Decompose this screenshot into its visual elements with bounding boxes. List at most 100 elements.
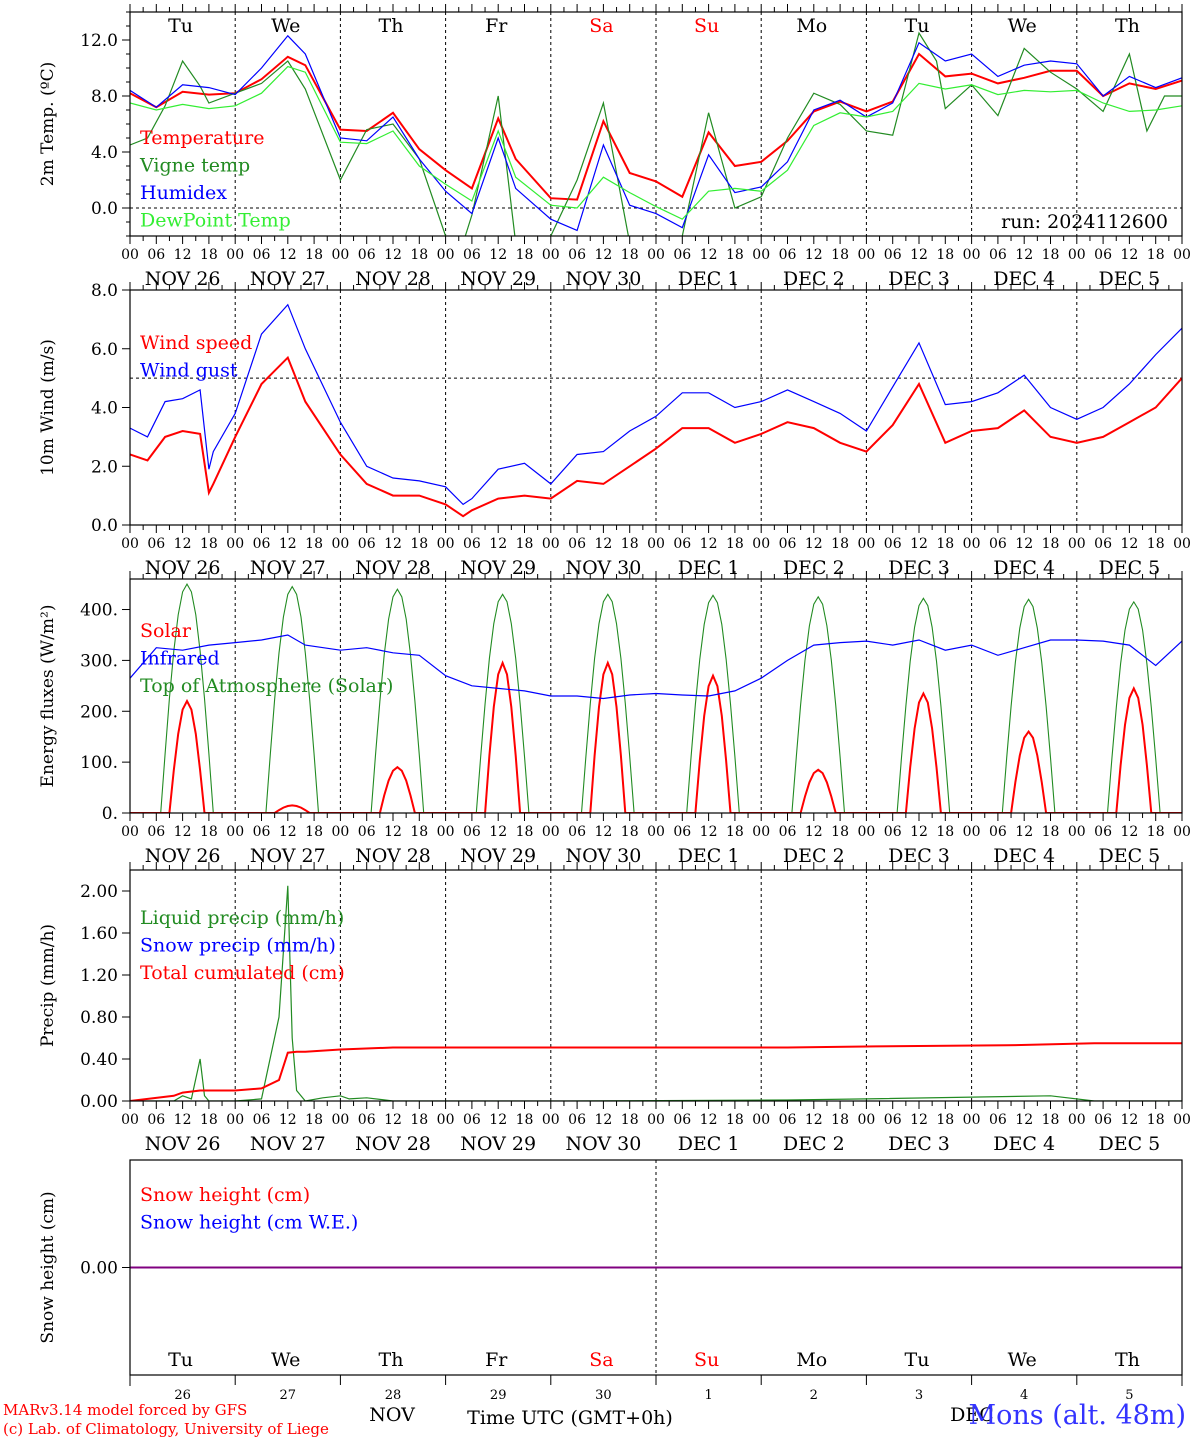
x-hour-label: 06 [253, 247, 271, 263]
x-hour-label: 00 [1173, 536, 1191, 552]
day-name: Tu [168, 15, 193, 37]
x-hour-label: 06 [568, 824, 586, 840]
x-hour-label: 00 [331, 247, 349, 263]
y-tick-label: 0.0 [91, 199, 118, 219]
x-hour-label: 12 [174, 1112, 192, 1128]
x-hour-label: 00 [226, 824, 244, 840]
x-hour-label: 00 [963, 1112, 981, 1128]
legend-snow-height-cm-w-e: Snow height (cm W.E.) [140, 1212, 358, 1234]
x-hour-label: 00 [963, 247, 981, 263]
x-hour-label: 06 [779, 247, 797, 263]
x-hour-label: 12 [1120, 247, 1138, 263]
x-hour-label: 12 [489, 247, 507, 263]
series-group [130, 582, 1182, 813]
y-tick-label: 6.0 [91, 340, 118, 360]
panel-1 [122, 4, 1183, 244]
x-hour-label: 12 [279, 1112, 297, 1128]
x-hour-label: 18 [936, 1112, 954, 1128]
day-name: Tu [168, 1349, 193, 1371]
y-tick-label: 4.0 [91, 399, 118, 419]
x-date-label: NOV 28 [355, 1133, 431, 1155]
x-hour-label: 12 [384, 1112, 402, 1128]
x-hour-label: 06 [568, 536, 586, 552]
series-group [130, 303, 1182, 518]
day-name: We [271, 1349, 300, 1371]
day-name: Su [694, 15, 719, 37]
x-hour-label: 12 [384, 824, 402, 840]
month-label-dec: DEC [950, 1404, 994, 1426]
y-axis-label: Precip (mm/h) [38, 924, 58, 1047]
x-hour-label: 00 [1173, 1112, 1191, 1128]
x-hour-label: 18 [410, 824, 428, 840]
x-hour-label: 00 [752, 824, 770, 840]
x-hour-label: 06 [673, 247, 691, 263]
legend-vigne-temp: Vigne temp [139, 155, 250, 177]
x-hour-label: 00 [437, 824, 455, 840]
day-name: Tu [905, 1349, 930, 1371]
y-axis-label: 2m Temp. (ºC) [38, 62, 58, 187]
x-hour-label: 18 [726, 247, 744, 263]
x-hour-label: 00 [1068, 824, 1086, 840]
x-day-number: 4 [1020, 1388, 1028, 1403]
y-axis-label: Snow height (cm) [38, 1191, 58, 1343]
x-date-label: DEC 2 [783, 845, 845, 867]
x-hour-label: 18 [516, 824, 534, 840]
x-hour-label: 06 [989, 536, 1007, 552]
x-date-label: DEC 4 [993, 845, 1055, 867]
x-hour-label: 18 [305, 536, 323, 552]
x-day-number: 5 [1125, 1388, 1133, 1403]
x-axis-label: Time UTC (GMT+0h) [467, 1407, 673, 1429]
series-total-cumulated-cm [130, 1042, 1182, 1101]
x-hour-label: 12 [1015, 824, 1033, 840]
x-hour-label: 18 [831, 824, 849, 840]
x-hour-label: 06 [253, 824, 271, 840]
x-hour-label: 18 [936, 824, 954, 840]
x-hour-label: 18 [1042, 824, 1060, 840]
legend-temperature: Temperature [140, 127, 264, 149]
series-dewpoint-temp [130, 65, 1182, 220]
x-hour-label: 06 [147, 824, 165, 840]
run-label: run: 2024112600 [1001, 211, 1168, 233]
y-tick-label: 12.0 [80, 31, 118, 51]
x-hour-label: 06 [1094, 247, 1112, 263]
x-hour-label: 12 [279, 824, 297, 840]
y-tick-label: 0.40 [80, 1050, 118, 1070]
x-hour-label: 12 [384, 247, 402, 263]
x-hour-label: 18 [200, 247, 218, 263]
x-date-label: NOV 27 [250, 557, 326, 579]
y-tick-label: 1.20 [80, 966, 118, 986]
series-wind-gust [130, 303, 1182, 506]
day-name: Fr [485, 1349, 508, 1371]
x-hour-label: 06 [147, 1112, 165, 1128]
x-date-label: NOV 26 [145, 268, 221, 290]
x-hour-label: 18 [936, 247, 954, 263]
x-hour-label: 06 [989, 1112, 1007, 1128]
x-hour-label: 00 [437, 536, 455, 552]
x-hour-label: 00 [226, 247, 244, 263]
y-axis-label: Energy fluxes (W/m²) [38, 605, 58, 788]
x-date-label: NOV 26 [145, 557, 221, 579]
x-date-label: NOV 27 [250, 1133, 326, 1155]
x-hour-label: 12 [700, 1112, 718, 1128]
y-tick-label: 300. [80, 651, 118, 671]
legend-snow-height-cm: Snow height (cm) [140, 1184, 310, 1206]
y-tick-label: 2.00 [80, 882, 118, 902]
x-day-number: 27 [280, 1388, 297, 1403]
x-hour-label: 00 [752, 536, 770, 552]
x-hour-label: 00 [752, 247, 770, 263]
legend-infrared: Infrared [140, 648, 220, 670]
series-liquid-precip-mm-h [130, 885, 1182, 1101]
x-date-label: DEC 3 [888, 557, 950, 579]
x-day-number: 28 [385, 1388, 402, 1403]
x-hour-label: 18 [831, 1112, 849, 1128]
model-credit: MARv3.14 model forced by GFS [3, 1401, 248, 1419]
x-hour-label: 00 [1068, 536, 1086, 552]
legend-wind-gust: Wind gust [140, 360, 238, 382]
x-date-label: NOV 30 [565, 557, 641, 579]
legend-total-cumulated-cm: Total cumulated (cm) [140, 962, 345, 984]
x-day-number: 3 [915, 1388, 923, 1403]
x-day-number: 29 [490, 1388, 507, 1403]
legend-solar: Solar [140, 620, 192, 642]
x-date-label: DEC 1 [678, 557, 740, 579]
x-date-label: DEC 2 [783, 1133, 845, 1155]
